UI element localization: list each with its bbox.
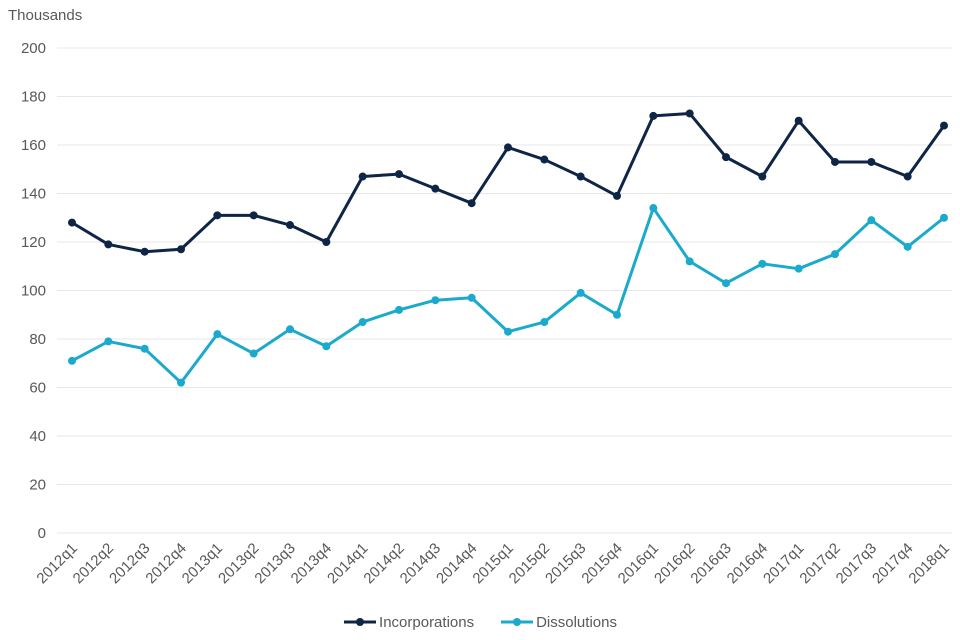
data-point-dissolutions [794, 264, 803, 273]
legend-item-dissolutions: Dissolutions [500, 614, 617, 631]
series-line-incorporations [70, 111, 946, 254]
data-point-incorporations [940, 121, 948, 130]
data-point-dissolutions [358, 318, 367, 327]
data-point-dissolutions [395, 305, 403, 314]
data-point-dissolutions [649, 204, 658, 213]
incorporations-line-marker-icon [344, 618, 377, 626]
data-point-dissolutions [722, 279, 730, 288]
chart-legend: Incorporations Dissolutions [0, 608, 960, 636]
data-point-dissolutions [431, 296, 440, 305]
data-point-incorporations [177, 245, 185, 254]
y-axis-units-label: Thousands [8, 7, 83, 24]
data-point-incorporations [685, 109, 694, 118]
data-point-incorporations [540, 155, 549, 164]
data-point-dissolutions [831, 250, 839, 259]
data-point-dissolutions [613, 310, 621, 319]
data-point-incorporations [758, 172, 767, 181]
data-point-incorporations [576, 172, 585, 181]
y-tick-label: 80 [29, 331, 46, 348]
data-point-dissolutions [540, 318, 549, 327]
dissolutions-line-marker-icon [501, 618, 534, 626]
data-point-dissolutions [467, 293, 476, 302]
data-point-incorporations [467, 199, 476, 208]
data-point-incorporations [903, 172, 912, 181]
data-point-incorporations [722, 153, 730, 162]
data-point-dissolutions [758, 259, 767, 268]
legend-item-incorporations: Incorporations [343, 614, 474, 631]
data-point-dissolutions [249, 349, 258, 358]
data-point-dissolutions [286, 325, 294, 334]
data-point-dissolutions [940, 213, 948, 222]
data-point-dissolutions [213, 330, 222, 339]
data-point-incorporations [649, 111, 658, 120]
data-point-incorporations [249, 211, 258, 220]
data-point-dissolutions [104, 337, 113, 346]
y-tick-label: 200 [21, 40, 46, 57]
data-point-incorporations [504, 143, 512, 152]
data-point-incorporations [613, 191, 621, 200]
data-point-dissolutions [867, 216, 876, 225]
y-tick-label: 40 [29, 428, 46, 445]
data-point-incorporations [322, 238, 331, 246]
data-point-incorporations [104, 240, 113, 249]
y-tick-label: 160 [21, 137, 46, 154]
series-line-dissolutions [70, 206, 946, 385]
data-point-dissolutions [504, 327, 512, 336]
y-tick-label: 120 [21, 234, 46, 251]
y-tick-label: 60 [29, 380, 46, 397]
x-tick-label: 2018q1 [905, 540, 952, 587]
data-point-dissolutions [685, 257, 694, 266]
data-point-dissolutions [322, 342, 331, 351]
data-point-incorporations [358, 172, 367, 181]
data-point-incorporations [431, 184, 440, 193]
data-point-incorporations [395, 170, 403, 179]
y-tick-label: 180 [21, 89, 46, 106]
line-chart: 0204060801001201401601802002012q12012q22… [21, 40, 953, 587]
y-tick-label: 140 [21, 186, 46, 203]
y-tick-label: 0 [38, 525, 46, 542]
y-tick-label: 100 [21, 283, 46, 300]
legend-label-dissolutions: Dissolutions [536, 613, 617, 631]
y-tick-label: 20 [29, 477, 46, 494]
data-point-incorporations [831, 157, 839, 166]
data-point-incorporations [867, 157, 876, 166]
data-point-incorporations [213, 211, 222, 220]
data-point-incorporations [140, 247, 149, 256]
data-point-dissolutions [68, 356, 76, 365]
data-point-incorporations [286, 221, 294, 230]
data-point-dissolutions [140, 344, 149, 353]
data-point-dissolutions [903, 242, 912, 251]
data-point-dissolutions [576, 288, 585, 297]
data-point-incorporations [68, 218, 76, 227]
legend-label-incorporations: Incorporations [379, 613, 475, 631]
data-point-incorporations [794, 116, 803, 125]
data-point-dissolutions [177, 378, 185, 387]
